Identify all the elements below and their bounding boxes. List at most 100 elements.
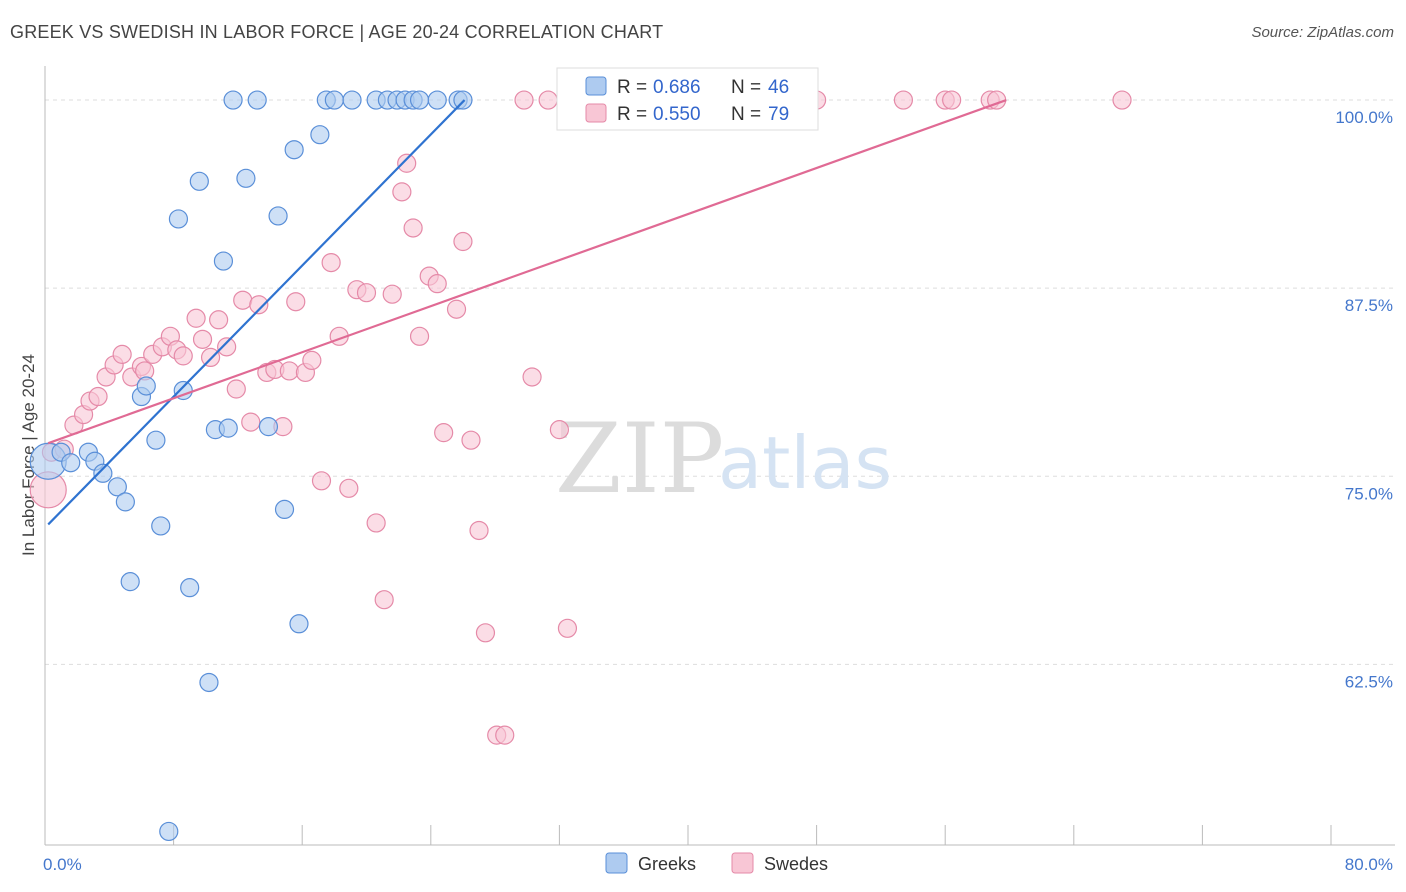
bottom-legend-swedes-label: Swedes <box>764 854 828 874</box>
y-tick-label: 87.5% <box>1345 296 1393 315</box>
bottom-legend: Greeks Swedes <box>605 852 828 874</box>
greeks-point <box>289 614 309 634</box>
swedes-point <box>374 590 394 610</box>
swedes-point <box>382 284 402 304</box>
watermark-zip: ZIP <box>555 403 724 515</box>
legend-greeks-n-label: N = <box>731 77 761 98</box>
swedes-point <box>226 379 246 399</box>
y-tick-label: 75.0% <box>1345 484 1393 503</box>
greeks-point <box>218 418 238 438</box>
greeks-point <box>427 90 447 110</box>
greeks-point <box>189 171 209 191</box>
bottom-legend-greeks-swatch <box>605 852 628 874</box>
legend-swedes-n-label: N = <box>731 104 761 125</box>
greeks-points <box>29 90 473 842</box>
swedes-point <box>209 310 229 330</box>
watermark: ZIP atlas <box>555 403 892 515</box>
swedes-point <box>112 344 132 364</box>
greeks-point <box>268 206 288 226</box>
swedes-point <box>186 308 206 328</box>
greeks-point <box>159 821 179 842</box>
greeks-trend-line <box>47 99 466 526</box>
source-label: Source: ZipAtlas.com <box>1251 24 1394 41</box>
chart-title: GREEK VS SWEDISH IN LABOR FORCE | AGE 20… <box>10 22 664 42</box>
swedes-point <box>942 90 962 110</box>
swedes-trend-line <box>47 99 1007 445</box>
swedes-point <box>173 346 193 366</box>
swedes-point <box>403 218 423 238</box>
greeks-point <box>409 90 430 110</box>
bottom-legend-swedes-swatch <box>731 852 754 874</box>
legend-greeks-n-value: 46 <box>768 77 789 98</box>
swedes-point <box>427 274 447 294</box>
stats-legend: R = 0.686 N = 46 R = 0.550 N = 79 <box>556 67 819 131</box>
greeks-point <box>247 90 267 110</box>
swedes-point <box>461 430 481 450</box>
swedes-point <box>366 513 386 533</box>
greeks-point <box>453 90 473 110</box>
bottom-legend-greeks-label: Greeks <box>638 854 696 874</box>
swedes-point <box>1112 90 1132 110</box>
swedes-point <box>339 478 359 498</box>
greeks-point <box>136 376 156 396</box>
legend-greeks-swatch <box>585 76 607 96</box>
swedes-point <box>392 182 412 202</box>
swedes-point <box>356 283 377 303</box>
swedes-point <box>217 337 237 357</box>
greeks-point <box>180 578 200 598</box>
swedes-point <box>192 329 213 349</box>
greeks-point <box>107 477 127 497</box>
swedes-point <box>88 386 108 407</box>
swedes-point <box>549 420 570 440</box>
swedes-point <box>893 90 914 110</box>
swedes-point <box>311 471 332 491</box>
swedes-point <box>249 295 269 315</box>
legend-swedes-swatch <box>585 103 607 123</box>
swedes-point <box>241 412 261 432</box>
greeks-point <box>310 125 330 145</box>
greeks-point <box>61 453 81 473</box>
trend-lines <box>47 99 1007 526</box>
swedes-point <box>397 153 417 173</box>
legend-swedes-r-label: R = <box>617 104 647 125</box>
y-tick-label: 62.5% <box>1345 672 1393 691</box>
swedes-point <box>446 299 467 319</box>
swedes-point <box>286 292 306 312</box>
swedes-point <box>514 90 534 110</box>
greeks-point <box>236 168 256 188</box>
greeks-point <box>115 492 135 512</box>
swedes-point <box>538 90 558 110</box>
greeks-point <box>258 417 279 437</box>
swedes-point <box>233 290 253 310</box>
swedes-point <box>475 623 496 643</box>
greeks-point <box>93 463 113 483</box>
greeks-point <box>120 572 140 592</box>
swedes-point <box>469 520 489 541</box>
swedes-point <box>434 423 454 443</box>
swedes-point <box>557 618 578 638</box>
tick-labels: 100.0% 87.5% 75.0% 62.5% 0.0% 80.0% <box>43 108 1393 874</box>
swedes-point <box>321 252 341 273</box>
swedes-point <box>409 326 430 346</box>
swedes-point <box>495 725 515 745</box>
greeks-point <box>199 672 219 693</box>
greeks-point <box>151 516 171 536</box>
swedes-point <box>522 367 542 387</box>
greeks-point <box>223 90 243 110</box>
greeks-point <box>342 90 362 110</box>
greeks-point <box>324 90 344 110</box>
greeks-point <box>274 499 295 520</box>
x-tick-label: 80.0% <box>1345 855 1393 874</box>
greeks-point <box>284 140 304 160</box>
watermark-atlas: atlas <box>718 421 892 505</box>
legend-swedes-r-value: 0.550 <box>653 104 701 125</box>
greeks-point <box>146 430 166 450</box>
x-tick-label: 0.0% <box>43 855 82 874</box>
legend-swedes-n-value: 79 <box>768 104 789 125</box>
legend-greeks-r-label: R = <box>617 77 647 98</box>
greeks-point <box>213 251 234 271</box>
legend-greeks-r-value: 0.686 <box>653 77 701 98</box>
swedes-point <box>453 231 473 252</box>
swedes-point <box>279 361 299 381</box>
